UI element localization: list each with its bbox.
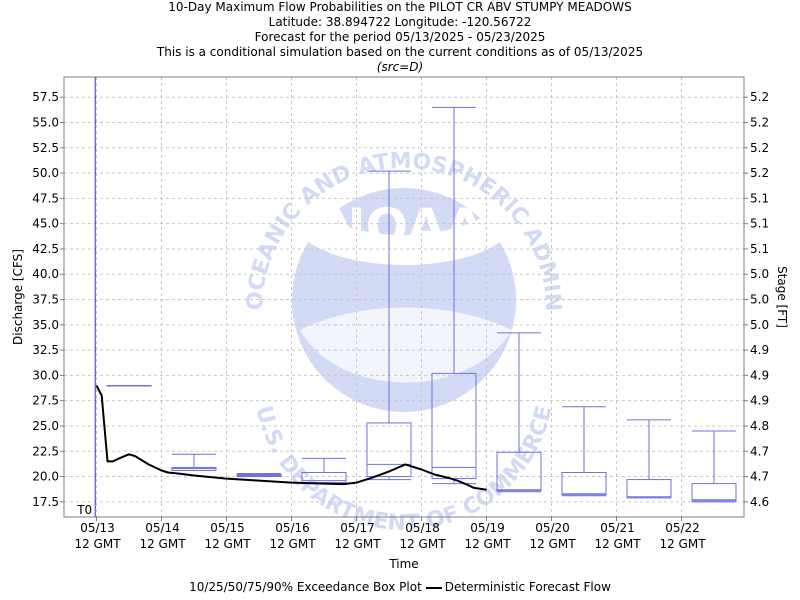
noaa-logo-wave	[300, 205, 508, 265]
x-tick-label-time: 12 GMT	[334, 537, 381, 551]
y-tick-label: 32.5	[32, 343, 59, 357]
x-tick-label-date: 05/20	[535, 521, 570, 535]
y-tick-label: 20.0	[32, 470, 59, 484]
x-tick-label-time: 12 GMT	[74, 537, 121, 551]
box-plot-day	[691, 430, 737, 503]
deterministic-flow	[95, 385, 487, 491]
box-plot-day	[561, 406, 607, 497]
x-tick-label-date: 05/18	[405, 521, 440, 535]
y2-tick-label: 5.0	[750, 318, 769, 332]
y2-tick-label: 4.9	[750, 368, 769, 382]
x-tick-label-date: 05/19	[470, 521, 505, 535]
y2-tick-label: 4.6	[750, 495, 769, 509]
y-tick-label: 52.5	[32, 141, 59, 155]
y2-tick-label: 4.7	[750, 444, 769, 458]
y2-tick-label: 4.7	[750, 470, 769, 484]
chart-legend: 10/25/50/75/90% Exceedance Box Plot Deter…	[0, 580, 800, 594]
location-coordinates: Latitude: 38.894722 Longitude: -120.5672…	[268, 15, 532, 29]
box-iqr	[626, 479, 672, 499]
noaa-logo-text: NOAA	[324, 198, 485, 256]
t0-marker: T0	[76, 77, 96, 517]
y2-tick-label: 5.2	[750, 141, 769, 155]
x-tick-label-time: 12 GMT	[529, 537, 576, 551]
y-axis-title: Discharge [CFS]	[11, 249, 25, 345]
x-tick-label-time: 12 GMT	[139, 537, 186, 551]
y2-tick-label: 5.2	[750, 116, 769, 130]
x-tick-label-time: 12 GMT	[204, 537, 251, 551]
grid-lines	[64, 77, 744, 517]
y-tick-label: 35.0	[32, 318, 59, 332]
y-tick-label: 30.0	[32, 368, 59, 382]
y2-tick-label: 5.2	[750, 166, 769, 180]
left-axis-ticks: 17.5 20.0 22.5 25.0 27.5 30.0 32.5 35.0 37.5 40.0…	[32, 90, 64, 509]
right-axis-ticks: 4.6 4.7 4.7 4.8 4.9 4.9 4.9 5.0 5.0 5.0 5.1 5.1 5.1 5…	[744, 90, 769, 509]
y2-tick-label: 5.1	[750, 217, 769, 231]
forecast-period: Forecast for the period 05/13/2025 - 05/…	[254, 30, 546, 44]
x-tick-label-time: 12 GMT	[269, 537, 316, 551]
noaa-watermark: NOAA NATIONAL OCEANIC AND ATMOSPHERIC AD…	[0, 0, 565, 536]
y2-tick-label: 5.1	[750, 242, 769, 256]
simulation-note: This is a conditional simulation based o…	[156, 45, 644, 59]
y-tick-label: 55.0	[32, 116, 59, 130]
y2-tick-label: 5.0	[750, 293, 769, 307]
legend-flow-swatch	[425, 586, 442, 589]
box-iqr	[171, 466, 217, 471]
y2-tick-label: 4.9	[750, 343, 769, 357]
x-tick-label-time: 12 GMT	[464, 537, 511, 551]
y-tick-label: 47.5	[32, 191, 59, 205]
box-plot-day	[171, 453, 217, 471]
box-iqr	[496, 451, 542, 492]
x-axis-ticks: 05/13 12 GMT 05/14 12 GMT 05/15 12 GMT 05/16 12…	[74, 517, 706, 551]
y-tick-label: 40.0	[32, 267, 59, 281]
x-tick-label-date: 05/13	[80, 521, 115, 535]
box-iqr	[691, 483, 737, 502]
box-iqr	[561, 471, 607, 496]
y2-tick-label: 4.8	[750, 419, 769, 433]
y2-axis-title: Stage [FT]	[775, 266, 789, 328]
x-tick-label-date: 05/21	[600, 521, 635, 535]
box-plots	[106, 106, 737, 503]
box-plot-day	[496, 332, 542, 493]
y2-tick-label: 4.9	[750, 394, 769, 408]
legend-boxplot-label: 10/25/50/75/90% Exceedance Box Plot	[189, 580, 422, 594]
x-tick-label-date: 05/17	[340, 521, 375, 535]
flow-line	[95, 385, 487, 491]
y-tick-label: 22.5	[32, 444, 59, 458]
x-tick-label-time: 12 GMT	[659, 537, 706, 551]
chart-title: 10-Day Maximum Flow Probabilities on the…	[168, 0, 632, 14]
x-tick-label-date: 05/15	[210, 521, 245, 535]
legend-flow-label: Deterministic Forecast Flow	[444, 580, 611, 594]
x-tick-label-date: 05/22	[665, 521, 700, 535]
box-plot-day	[106, 385, 152, 387]
noaa-logo-bird	[300, 307, 512, 383]
plot-area-frame	[63, 76, 745, 518]
noaa-logo-disc	[292, 188, 516, 412]
y-tick-label: 17.5	[32, 495, 59, 509]
x-tick-label-date: 05/16	[275, 521, 310, 535]
y-tick-label: 57.5	[32, 90, 59, 104]
y2-tick-label: 5.0	[750, 267, 769, 281]
source-label: (src=D)	[376, 60, 424, 74]
box-plot-day	[236, 473, 282, 478]
y-tick-label: 37.5	[32, 293, 59, 307]
chart-title-block: 10-Day Maximum Flow Probabilities on the…	[0, 0, 800, 75]
x-tick-label-time: 12 GMT	[399, 537, 446, 551]
box-plot-day	[366, 170, 412, 481]
box-plot-day	[626, 419, 672, 499]
x-tick-label-date: 05/14	[145, 521, 180, 535]
y2-tick-label: 5.2	[750, 90, 769, 104]
y-tick-label: 50.0	[32, 166, 59, 180]
y-tick-label: 42.5	[32, 242, 59, 256]
y-tick-label: 25.0	[32, 419, 59, 433]
box-iqr	[366, 422, 412, 478]
y-tick-label: 27.5	[32, 394, 59, 408]
x-tick-label-time: 12 GMT	[594, 537, 641, 551]
t0-label: T0	[76, 503, 92, 517]
x-axis-title: Time	[388, 557, 418, 571]
y2-tick-label: 5.1	[750, 191, 769, 205]
y-tick-label: 45.0	[32, 217, 59, 231]
